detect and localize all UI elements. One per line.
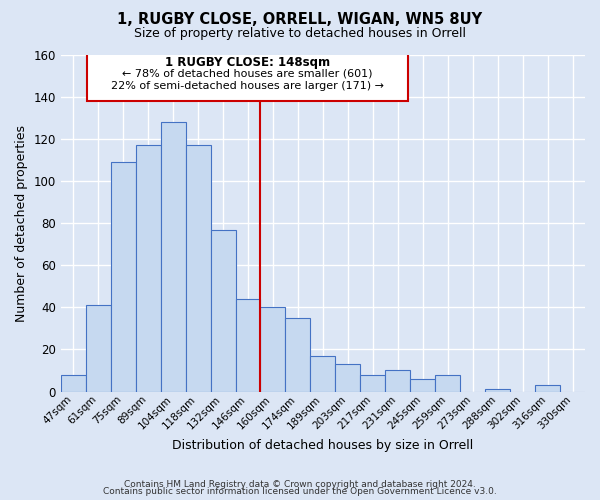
Text: Contains public sector information licensed under the Open Government Licence v3: Contains public sector information licen… <box>103 488 497 496</box>
Bar <box>61 374 86 392</box>
Text: Size of property relative to detached houses in Orrell: Size of property relative to detached ho… <box>134 28 466 40</box>
Text: ← 78% of detached houses are smaller (601): ← 78% of detached houses are smaller (60… <box>122 68 373 78</box>
Text: Contains HM Land Registry data © Crown copyright and database right 2024.: Contains HM Land Registry data © Crown c… <box>124 480 476 489</box>
Bar <box>111 162 136 392</box>
Bar <box>410 379 435 392</box>
Bar <box>136 146 161 392</box>
Text: 1, RUGBY CLOSE, ORRELL, WIGAN, WN5 8UY: 1, RUGBY CLOSE, ORRELL, WIGAN, WN5 8UY <box>118 12 482 28</box>
Bar <box>385 370 410 392</box>
Y-axis label: Number of detached properties: Number of detached properties <box>15 125 28 322</box>
Bar <box>361 374 385 392</box>
Bar <box>335 364 361 392</box>
Bar <box>310 356 335 392</box>
Bar <box>211 230 236 392</box>
Bar <box>535 385 560 392</box>
Text: 1 RUGBY CLOSE: 148sqm: 1 RUGBY CLOSE: 148sqm <box>165 56 330 69</box>
Bar <box>185 146 211 392</box>
Bar <box>435 374 460 392</box>
Text: 22% of semi-detached houses are larger (171) →: 22% of semi-detached houses are larger (… <box>111 82 384 92</box>
Bar <box>260 308 286 392</box>
Bar <box>86 306 111 392</box>
Bar <box>161 122 185 392</box>
X-axis label: Distribution of detached houses by size in Orrell: Distribution of detached houses by size … <box>172 440 473 452</box>
Bar <box>485 390 510 392</box>
Bar <box>286 318 310 392</box>
Bar <box>236 299 260 392</box>
FancyBboxPatch shape <box>87 53 408 102</box>
